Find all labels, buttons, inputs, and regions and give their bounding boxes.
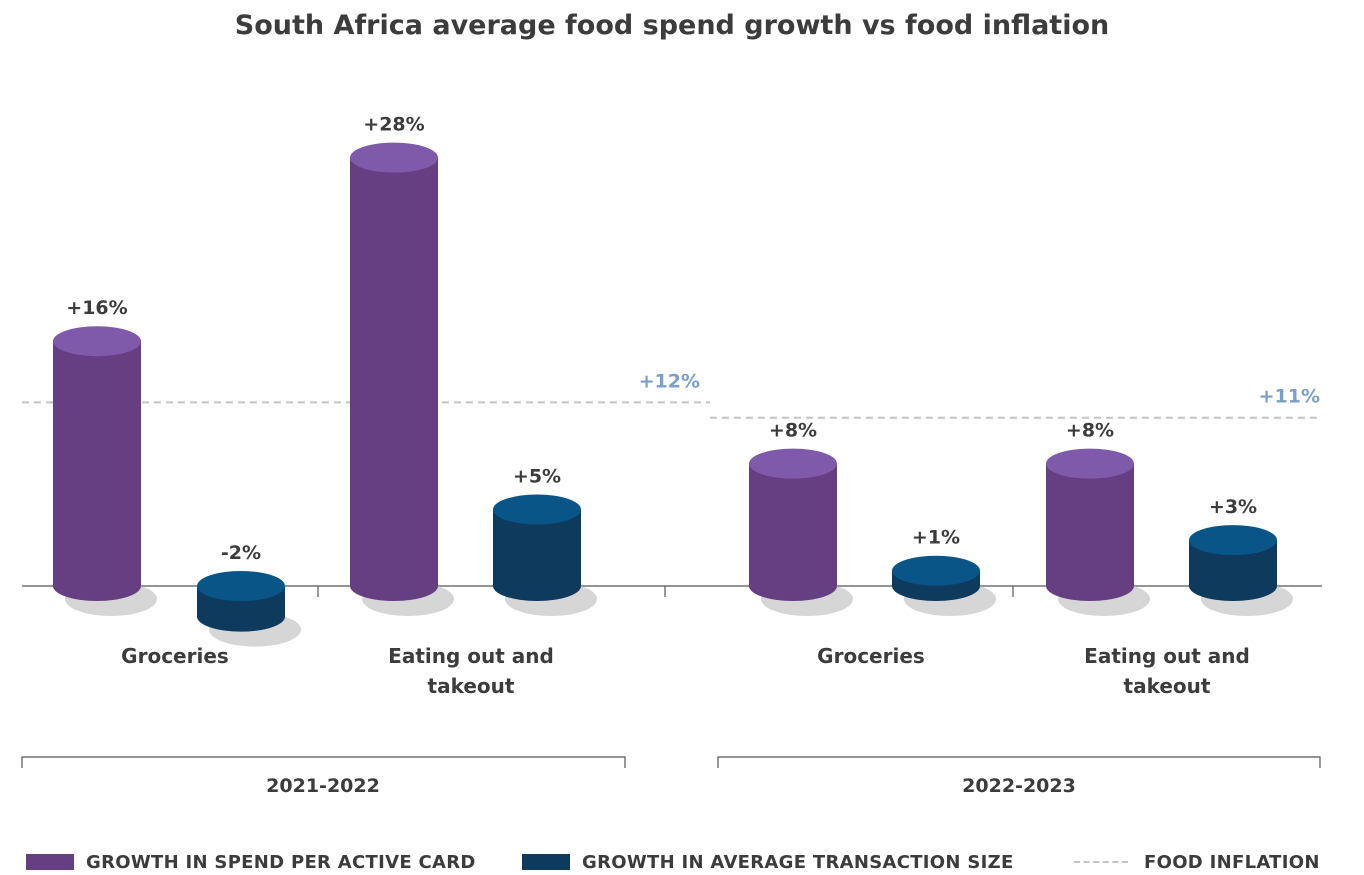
period-label: 2021-2022 [266,775,380,797]
bar-spend-value-label: +8% [1066,420,1114,442]
legend-label-ats: GROWTH IN AVERAGE TRANSACTION SIZE [582,851,1014,873]
legend-label-inflation: FOOD INFLATION [1144,851,1320,873]
bar-ats-top [493,494,581,525]
category-label: takeout [1124,674,1211,698]
legend-item-ats: GROWTH IN AVERAGE TRANSACTION SIZE [522,850,1014,874]
legend-item-spend: GROWTH IN SPEND PER ACTIVE CARD [26,850,476,874]
category-label: Groceries [817,644,925,668]
bar-ats-value-label: -2% [221,542,261,564]
bar-spend-top [350,142,438,173]
category-label: Eating out and [1084,644,1250,668]
bar-spend-top [53,326,141,357]
bar-spend-value-label: +16% [66,297,127,319]
bar-ats [1189,540,1277,601]
food-inflation-label: +12% [639,370,700,392]
bar-spend-top [749,448,837,479]
chart-plot: +12% +16% -2% Groceries +28% +5% Eating out an… [21,114,1322,797]
bar-spend-value-label: +8% [769,420,817,442]
bar-ats-top [1189,525,1277,556]
bar-ats-value-label: +1% [912,527,960,549]
bar-spend-value-label: +28% [363,114,424,136]
bar-ats [493,509,581,601]
legend-label-spend: GROWTH IN SPEND PER ACTIVE CARD [86,851,476,873]
period-label: 2022-2023 [962,775,1076,797]
bar-ats-top [892,555,980,586]
legend-item-inflation: FOOD INFLATION [1074,850,1320,874]
period-bracket [21,756,626,768]
category-label: Groceries [121,644,229,668]
bar-ats-top [197,571,285,601]
bar-ats-value-label: +3% [1209,496,1257,518]
legend-swatch-inflation [1074,861,1128,863]
bar-spend [1046,463,1134,601]
legend-swatch-spend [26,854,74,870]
category-label: takeout [428,674,515,698]
bar-spend [53,341,141,601]
bar-spend-top [1046,448,1134,479]
food-inflation-label: +11% [1259,386,1320,408]
bar-spend [749,463,837,601]
bar-spend [350,157,438,601]
bar-ats-value-label: +5% [513,466,561,488]
legend-swatch-ats [522,854,570,870]
chart-title: South Africa average food spend growth v… [234,10,1110,41]
category-label: Eating out and [388,644,554,668]
period-bracket [717,756,1321,768]
